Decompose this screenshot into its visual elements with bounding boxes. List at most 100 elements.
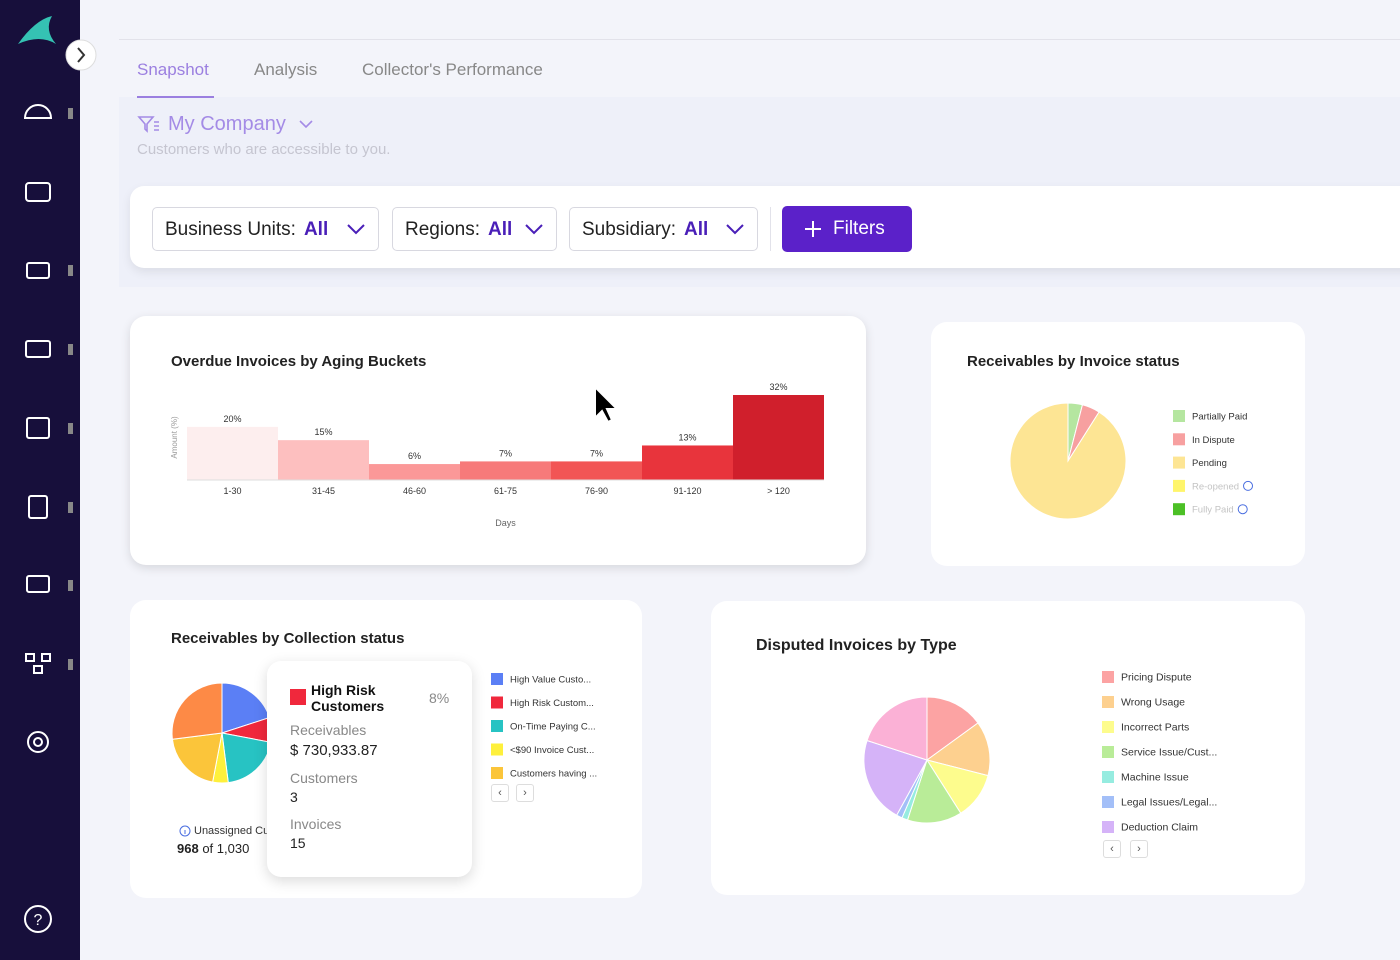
sidebar-icons: ? <box>18 16 73 933</box>
cursor <box>594 384 620 424</box>
legend-label: Customers having ... <box>510 769 597 780</box>
legend-swatch <box>1173 410 1185 422</box>
tab[interactable]: Analysis <box>254 60 318 79</box>
dropdown-value: All <box>488 219 513 240</box>
legend-label: High Risk Custom... <box>510 698 594 709</box>
tooltip-label: Customers <box>290 770 358 786</box>
tab[interactable]: Collector's Performance <box>362 60 543 79</box>
legend-swatch <box>1102 796 1114 808</box>
bar <box>642 445 733 480</box>
legend-label: Fully Paid <box>1192 505 1234 516</box>
value-label: 6% <box>408 451 421 461</box>
legend-label: Legal Issues/Legal... <box>1121 797 1217 809</box>
legend-swatch <box>491 767 503 779</box>
card-title: Receivables by Invoice status <box>967 353 1180 370</box>
dropdown[interactable]: Business Units: All <box>152 207 379 251</box>
value-label: 7% <box>590 448 603 458</box>
bar <box>733 395 824 480</box>
svg-text:?: ? <box>34 912 43 929</box>
info-icon <box>179 825 191 837</box>
value-label: 13% <box>678 432 696 442</box>
tooltip-value: 15 <box>290 835 306 851</box>
info-icon <box>1243 480 1254 491</box>
legend-swatch <box>1173 479 1185 492</box>
next[interactable]: › <box>1130 840 1148 858</box>
expand-button[interactable] <box>64 38 98 72</box>
legend-swatch <box>1102 746 1114 758</box>
total: of 1,030 <box>202 841 250 856</box>
tooltip-title: High Risk Customers <box>311 682 385 714</box>
legend-label: Service Issue/Cust... <box>1121 747 1217 759</box>
tooltip-share: 8% <box>429 690 450 706</box>
legend-label: High Value Custo... <box>510 675 591 686</box>
pie-slice <box>863 739 928 816</box>
tab-underline <box>137 96 214 98</box>
dropdown-value: All <box>684 219 709 240</box>
card-title: Receivables by Collection status <box>171 630 405 647</box>
pie-slice <box>171 732 223 783</box>
tooltip: High Risk Customers 8% Receivables $ 730… <box>267 661 472 877</box>
y-axis-label: Amount (%) <box>170 416 179 459</box>
pie-slice <box>906 758 962 824</box>
card <box>711 601 1305 895</box>
legend-label: Pricing Dispute <box>1121 672 1192 684</box>
company-subtitle: Customers who are accessible to you. <box>137 141 391 158</box>
legend-swatch <box>491 696 503 709</box>
company-name[interactable]: My Company <box>168 113 286 135</box>
legend-label: Re-opened <box>1192 481 1239 492</box>
pie-slice <box>866 696 928 761</box>
pie-slice <box>925 722 991 777</box>
bar <box>278 440 369 480</box>
tooltip-label: Receivables <box>290 722 367 738</box>
value-label: 20% <box>223 414 241 424</box>
pie-slice <box>926 696 979 761</box>
filters-button[interactable]: Filters <box>782 206 912 252</box>
x-tick-label: 91-120 <box>673 486 701 496</box>
legend-swatch <box>1102 771 1114 783</box>
dropdown-label: Subsidiary: <box>582 219 676 240</box>
legend-label: Deduction Claim <box>1121 822 1198 834</box>
swatch <box>290 689 306 705</box>
value-label: 32% <box>769 382 787 392</box>
dropdown-label: Regions: <box>405 219 480 240</box>
legend-swatch <box>1102 721 1114 733</box>
dropdown-label: Business Units: <box>165 219 296 240</box>
legend-swatch <box>1173 503 1185 516</box>
chevron <box>347 224 365 235</box>
prev[interactable]: ‹ <box>491 784 509 802</box>
tooltip-value: 3 <box>290 789 298 805</box>
card-title: Disputed Invoices by Type <box>756 637 957 654</box>
button-label: Filters <box>833 218 885 239</box>
count: 968 <box>177 841 199 856</box>
legend-label: Pending <box>1192 458 1227 469</box>
chevron <box>299 120 313 129</box>
unassigned-count: 968 of 1,030 <box>177 841 249 856</box>
info-icon <box>1237 504 1248 515</box>
prev[interactable]: ‹ <box>1103 840 1121 858</box>
bar <box>460 461 551 480</box>
unassigned-label: Unassigned Cu <box>194 825 270 837</box>
chevron <box>525 224 543 235</box>
legend-label: Partially Paid <box>1192 412 1247 423</box>
x-tick-label: > 120 <box>767 486 790 496</box>
x-tick-label: 31-45 <box>312 486 335 496</box>
legend-swatch <box>1173 433 1185 446</box>
bar <box>187 426 278 480</box>
legend-label: <$90 Invoice Cust... <box>510 745 594 756</box>
legend-label: Incorrect Parts <box>1121 722 1189 734</box>
value-label: 15% <box>314 427 332 437</box>
card-title: Overdue Invoices by Aging Buckets <box>171 353 427 370</box>
tab[interactable]: Snapshot <box>137 60 209 79</box>
dropdown[interactable]: Subsidiary: All <box>569 207 758 251</box>
sidebar: ? <box>0 0 80 960</box>
next[interactable]: › <box>516 784 534 802</box>
legend-swatch <box>1102 671 1114 683</box>
legend-label: On-Time Paying C... <box>510 722 596 733</box>
value-label: 7% <box>499 448 512 458</box>
legend-swatch <box>1102 821 1114 833</box>
x-tick-label: 46-60 <box>403 486 426 496</box>
divider <box>119 39 1400 40</box>
bar <box>551 461 642 480</box>
